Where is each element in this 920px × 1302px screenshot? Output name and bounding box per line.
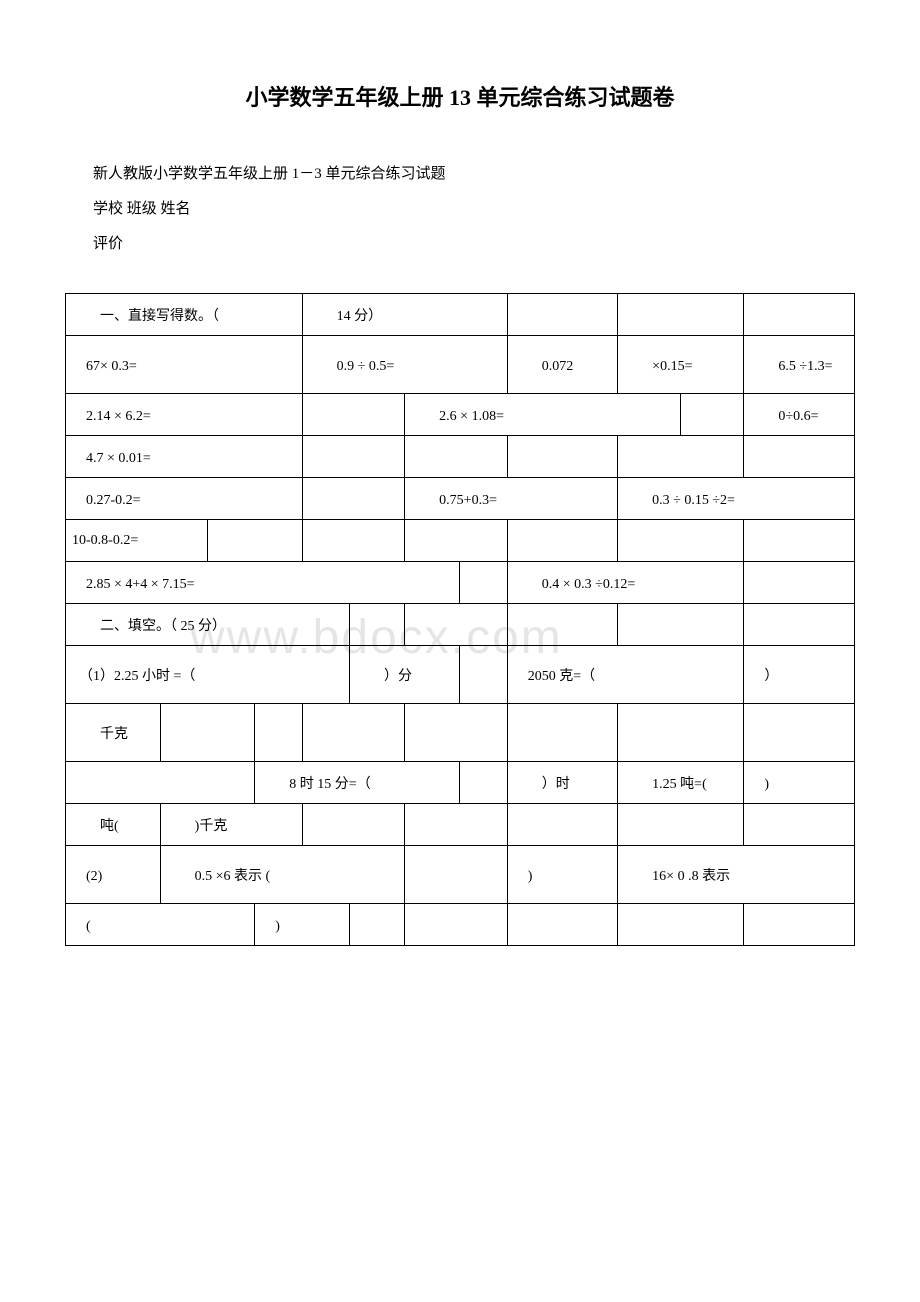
- cell: （1）2.25 小时 =（: [66, 646, 350, 704]
- cell: ): [507, 846, 617, 904]
- cell: 0.4 × 0.3 ÷0.12=: [507, 562, 744, 604]
- cell: [349, 604, 404, 646]
- cell: 8 时 15 分=（: [255, 762, 460, 804]
- cell: ): [744, 762, 855, 804]
- cell: [618, 436, 744, 478]
- table-row: 千克: [66, 704, 855, 762]
- cell: 2.14 × 6.2=: [66, 394, 303, 436]
- cell: [507, 804, 617, 846]
- table-row: (2) 0.5 ×6 表示 ( ) 16× 0 .8 表示: [66, 846, 855, 904]
- cell: [618, 520, 744, 562]
- cell: [66, 762, 255, 804]
- cell: ×0.15=: [618, 336, 744, 394]
- cell: [618, 904, 744, 946]
- cell: [744, 704, 855, 762]
- cell: [744, 904, 855, 946]
- section-header: 二、填空。（ 25 分）: [66, 604, 350, 646]
- cell: ）: [744, 646, 855, 704]
- cell: 0.27-0.2=: [66, 478, 303, 520]
- table-row: 一、直接写得数。（ 14 分）: [66, 294, 855, 336]
- cell: 0.3 ÷ 0.15 ÷2=: [618, 478, 855, 520]
- cell: [405, 520, 508, 562]
- section-header: 一、直接写得数。（: [66, 294, 303, 336]
- cell: 0÷0.6=: [744, 394, 855, 436]
- cell: [507, 604, 617, 646]
- cell: 0.75+0.3=: [405, 478, 618, 520]
- cell: [744, 604, 855, 646]
- cell: [618, 604, 744, 646]
- cell: [507, 436, 617, 478]
- cell: 1.25 吨=(: [618, 762, 744, 804]
- cell: [302, 478, 405, 520]
- cell: [460, 562, 507, 604]
- cell: [507, 294, 617, 336]
- cell: 67× 0.3=: [66, 336, 303, 394]
- cell: [302, 394, 405, 436]
- table-row: 二、填空。（ 25 分）: [66, 604, 855, 646]
- eval-line: 评价: [65, 232, 855, 253]
- cell: [160, 704, 255, 762]
- cell: [302, 704, 405, 762]
- cell: [302, 436, 405, 478]
- table-row: 4.7 × 0.01=: [66, 436, 855, 478]
- cell: [744, 804, 855, 846]
- cell: [744, 294, 855, 336]
- cell: 4.7 × 0.01=: [66, 436, 303, 478]
- cell: 0.9 ÷ 0.5=: [302, 336, 507, 394]
- cell: ）分: [349, 646, 459, 704]
- table-row: 67× 0.3= 0.9 ÷ 0.5= 0.072 ×0.15= 6.5 ÷1.…: [66, 336, 855, 394]
- cell: [744, 520, 855, 562]
- page-title: 小学数学五年级上册 13 单元综合练习试题卷: [65, 80, 855, 112]
- cell: [255, 704, 302, 762]
- table-row: 0.27-0.2= 0.75+0.3= 0.3 ÷ 0.15 ÷2=: [66, 478, 855, 520]
- cell: 2050 克=（: [507, 646, 744, 704]
- cell: 0.5 ×6 表示 (: [160, 846, 405, 904]
- table-row: ( ): [66, 904, 855, 946]
- section-points: 14 分）: [302, 294, 507, 336]
- table-row: 2.14 × 6.2= 2.6 × 1.08= 0÷0.6=: [66, 394, 855, 436]
- cell: [302, 520, 405, 562]
- cell: [349, 904, 404, 946]
- cell: 0.072: [507, 336, 617, 394]
- cell: [405, 436, 508, 478]
- cell: [507, 704, 617, 762]
- cell: 千克: [66, 704, 161, 762]
- cell: 10-0.8-0.2=: [66, 520, 208, 562]
- cell: 16× 0 .8 表示: [618, 846, 855, 904]
- table-row: 2.85 × 4+4 × 7.15= 0.4 × 0.3 ÷0.12=: [66, 562, 855, 604]
- cell: [618, 294, 744, 336]
- cell: 2.6 × 1.08=: [405, 394, 681, 436]
- cell: ): [255, 904, 350, 946]
- cell: [405, 846, 508, 904]
- cell: ）时: [507, 762, 617, 804]
- subtitle: 新人教版小学数学五年级上册 1－3 单元综合练习试题: [65, 162, 855, 183]
- cell: 吨(: [66, 804, 161, 846]
- cell: [744, 436, 855, 478]
- cell: [618, 804, 744, 846]
- cell: [460, 646, 507, 704]
- cell: [405, 804, 508, 846]
- table-row: 10-0.8-0.2=: [66, 520, 855, 562]
- info-line: 学校 班级 姓名: [65, 197, 855, 218]
- table-row: 吨( )千克: [66, 804, 855, 846]
- table-row: （1）2.25 小时 =（ ）分 2050 克=（ ）: [66, 646, 855, 704]
- cell: [302, 804, 405, 846]
- cell: 6.5 ÷1.3=: [744, 336, 855, 394]
- cell: [507, 520, 617, 562]
- cell: [681, 394, 744, 436]
- cell: [405, 704, 508, 762]
- cell: [460, 762, 507, 804]
- cell: (2): [66, 846, 161, 904]
- cell: [405, 904, 508, 946]
- cell: )千克: [160, 804, 302, 846]
- cell: [744, 562, 855, 604]
- cell: [207, 520, 302, 562]
- cell: [405, 604, 508, 646]
- worksheet-table: 一、直接写得数。（ 14 分） 67× 0.3= 0.9 ÷ 0.5= 0.07…: [65, 293, 855, 946]
- cell: 2.85 × 4+4 × 7.15=: [66, 562, 460, 604]
- cell: (: [66, 904, 255, 946]
- cell: [618, 704, 744, 762]
- table-row: 8 时 15 分=（ ）时 1.25 吨=( ): [66, 762, 855, 804]
- cell: [507, 904, 617, 946]
